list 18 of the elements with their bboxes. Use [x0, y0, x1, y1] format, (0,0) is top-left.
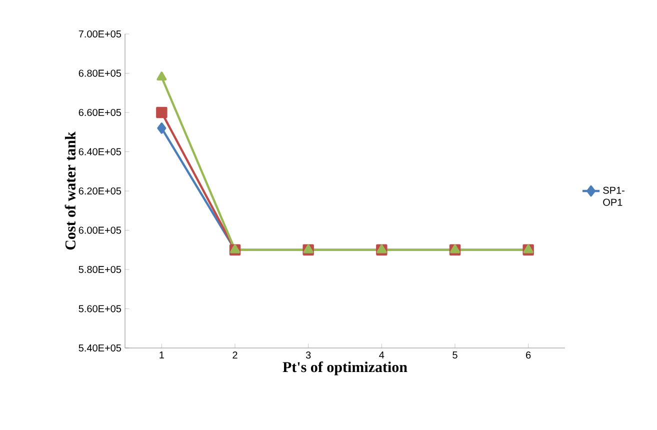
y-axis-title: Cost of water tank — [64, 132, 76, 250]
y-tick-label: 6.80E+05 — [78, 70, 122, 77]
y-tick-label: 6.00E+05 — [78, 226, 122, 234]
x-tick-label: 5 — [452, 352, 458, 358]
x-tick-label: 2 — [232, 352, 238, 358]
x-axis-title: Pt's of optimization — [282, 361, 408, 376]
legend-label: SP1-OP1 — [603, 186, 624, 206]
y-tick-label: 6.60E+05 — [78, 108, 122, 116]
y-tick-label: 6.20E+05 — [78, 187, 122, 195]
y-tick-label: 5.80E+05 — [78, 266, 122, 274]
y-tick-label: 7.00E+05 — [78, 30, 122, 38]
x-tick-label: 3 — [306, 352, 311, 359]
y-tick-label: 5.60E+05 — [78, 305, 122, 312]
x-tick-label: 4 — [379, 352, 384, 358]
x-tick-label: 6 — [526, 352, 531, 359]
y-tick-label: 6.40E+05 — [78, 148, 122, 156]
y-tick-label: 5.40E+05 — [78, 344, 122, 352]
x-tick-label: 1 — [160, 352, 164, 358]
